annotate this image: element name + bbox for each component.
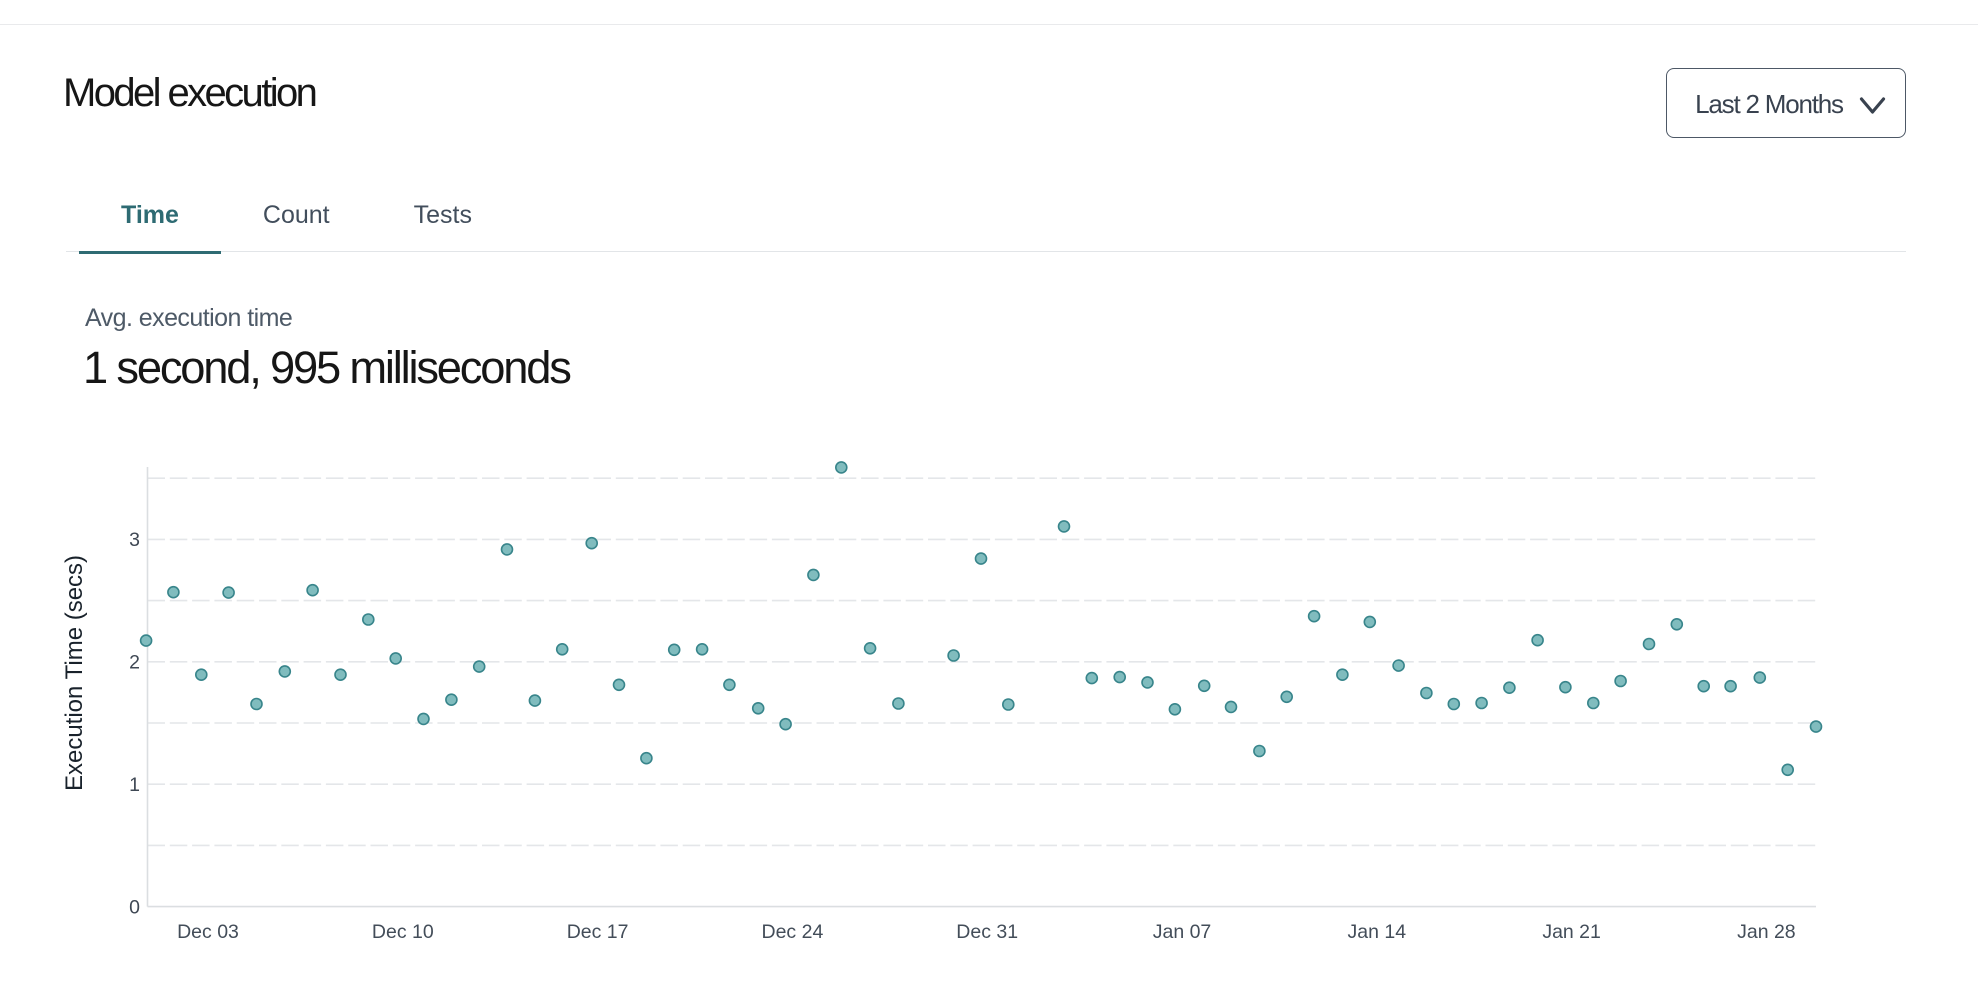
svg-text:Jan 14: Jan 14 <box>1348 921 1407 943</box>
svg-text:Jan 21: Jan 21 <box>1542 921 1601 943</box>
svg-text:0: 0 <box>129 896 140 918</box>
svg-text:Dec 17: Dec 17 <box>567 921 629 943</box>
svg-text:Jan 28: Jan 28 <box>1737 921 1796 943</box>
svg-text:3: 3 <box>129 529 140 551</box>
svg-text:Dec 10: Dec 10 <box>372 921 434 943</box>
svg-text:Jan 07: Jan 07 <box>1153 921 1212 943</box>
svg-text:Dec 31: Dec 31 <box>956 921 1018 943</box>
svg-text:Execution Time (secs): Execution Time (secs) <box>61 555 88 791</box>
svg-text:2: 2 <box>129 652 140 674</box>
svg-text:1: 1 <box>129 774 140 796</box>
svg-text:Dec 24: Dec 24 <box>762 921 824 943</box>
svg-text:Dec 03: Dec 03 <box>177 921 239 943</box>
